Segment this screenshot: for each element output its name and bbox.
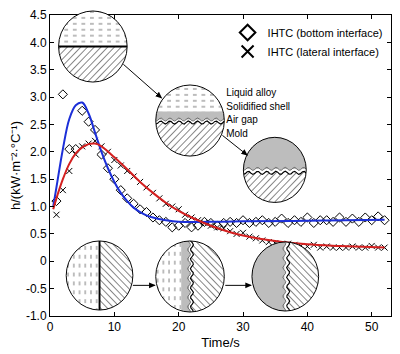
svg-text:1.5: 1.5 xyxy=(30,172,47,186)
svg-text:Mold: Mold xyxy=(226,128,248,139)
svg-text:-1.0: -1.0 xyxy=(26,309,47,323)
svg-text:10: 10 xyxy=(108,320,122,334)
svg-text:Time/s: Time/s xyxy=(201,335,240,350)
svg-text:Solidified shell: Solidified shell xyxy=(226,101,290,112)
svg-text:2.0: 2.0 xyxy=(30,145,47,159)
svg-text:3.5: 3.5 xyxy=(30,63,47,77)
svg-text:h/(kW·m⁻²·°C⁻¹): h/(kW·m⁻²·°C⁻¹) xyxy=(8,121,23,210)
svg-text:50: 50 xyxy=(365,320,379,334)
svg-text:2.5: 2.5 xyxy=(30,118,47,132)
svg-text:IHTC (bottom interface): IHTC (bottom interface) xyxy=(268,27,383,39)
svg-text:-0.5: -0.5 xyxy=(26,282,47,296)
svg-text:Air gap: Air gap xyxy=(226,114,258,125)
svg-text:3.0: 3.0 xyxy=(30,90,47,104)
svg-text:Liquid alloy: Liquid alloy xyxy=(226,87,277,98)
svg-text:0: 0 xyxy=(40,254,47,268)
svg-text:40: 40 xyxy=(301,320,315,334)
svg-text:20: 20 xyxy=(172,320,186,334)
svg-text:IHTC (lateral interface): IHTC (lateral interface) xyxy=(268,46,379,58)
svg-text:4.5: 4.5 xyxy=(30,8,47,22)
svg-text:1.0: 1.0 xyxy=(30,200,47,214)
svg-text:0.5: 0.5 xyxy=(30,227,47,241)
svg-text:4.0: 4.0 xyxy=(30,36,47,50)
svg-text:30: 30 xyxy=(236,320,250,334)
svg-text:0: 0 xyxy=(47,320,54,334)
